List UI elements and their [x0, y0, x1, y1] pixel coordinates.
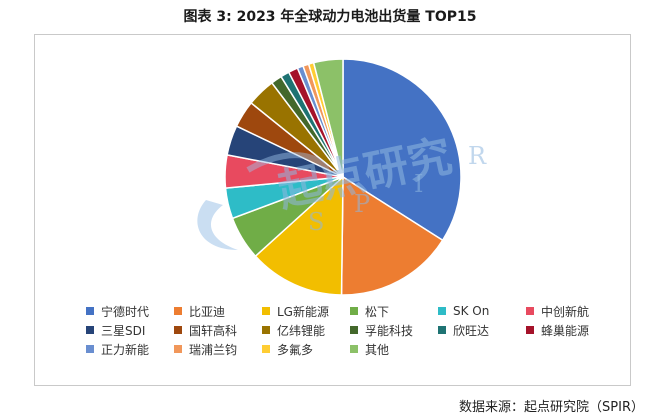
legend-item: 蜂巢能源 — [526, 323, 614, 338]
chart-legend: 宁德时代 比亚迪 LG新能源 松下 SK On 中创新航 三星SDI 国轩高科 … — [86, 304, 606, 357]
legend-swatch — [174, 345, 182, 353]
legend-swatch — [86, 307, 94, 315]
legend-item: 宁德时代 — [86, 304, 174, 319]
legend-item: 比亚迪 — [174, 304, 262, 319]
legend-label: 国轩高科 — [189, 323, 238, 338]
source-note: 数据来源：起点研究院（SPIR） — [459, 400, 644, 415]
legend-label: 正力新能 — [101, 342, 150, 357]
legend-label: 亿纬锂能 — [277, 323, 326, 338]
pie-slice-16 — [312, 58, 344, 178]
legend-item: 孚能科技 — [350, 323, 438, 338]
legend-item: 国轩高科 — [174, 323, 262, 338]
legend-swatch — [262, 345, 270, 353]
legend-swatch — [350, 345, 358, 353]
legend-item: 其他 — [350, 342, 438, 357]
legend-swatch — [174, 307, 182, 315]
legend-label: 松下 — [365, 304, 390, 319]
legend-item: 中创新航 — [526, 304, 614, 319]
legend-item: 三星SDI — [86, 323, 174, 338]
legend-label: 孚能科技 — [365, 323, 414, 338]
legend-label: 三星SDI — [101, 323, 146, 338]
legend-label: 其他 — [365, 342, 390, 357]
legend-label: 比亚迪 — [189, 304, 226, 319]
pie-slice-2 — [340, 175, 444, 296]
chart-title: 图表 3: 2023 年全球动力电池出货量 TOP15 — [183, 9, 477, 25]
legend-label: 欣旺达 — [453, 323, 490, 338]
legend-label: 蜂巢能源 — [541, 323, 590, 338]
legend-item: 松下 — [350, 304, 438, 319]
legend-label: SK On — [453, 304, 490, 318]
legend-swatch — [350, 326, 358, 334]
legend-swatch — [526, 307, 534, 315]
legend-swatch — [526, 326, 534, 334]
legend-label: 中创新航 — [541, 304, 590, 319]
legend-swatch — [262, 326, 270, 334]
legend-swatch — [86, 326, 94, 334]
legend-item: LG新能源 — [262, 304, 350, 319]
legend-swatch — [350, 307, 358, 315]
legend-item: 多氟多 — [262, 342, 350, 357]
legend-item: SK On — [438, 304, 526, 318]
legend-label: 宁德时代 — [101, 304, 150, 319]
legend-label: 多氟多 — [277, 342, 314, 357]
legend-swatch — [438, 326, 446, 334]
legend-swatch — [86, 345, 94, 353]
legend-label: 瑞浦兰钧 — [189, 342, 238, 357]
legend-swatch — [174, 326, 182, 334]
legend-swatch — [262, 307, 270, 315]
legend-item: 正力新能 — [86, 342, 174, 357]
pie-slice-3 — [254, 175, 344, 296]
legend-swatch — [438, 307, 446, 315]
legend-item: 欣旺达 — [438, 323, 526, 338]
pie-slices — [224, 58, 462, 296]
legend-item: 瑞浦兰钧 — [174, 342, 262, 357]
legend-item: 亿纬锂能 — [262, 323, 350, 338]
legend-label: LG新能源 — [277, 304, 329, 319]
